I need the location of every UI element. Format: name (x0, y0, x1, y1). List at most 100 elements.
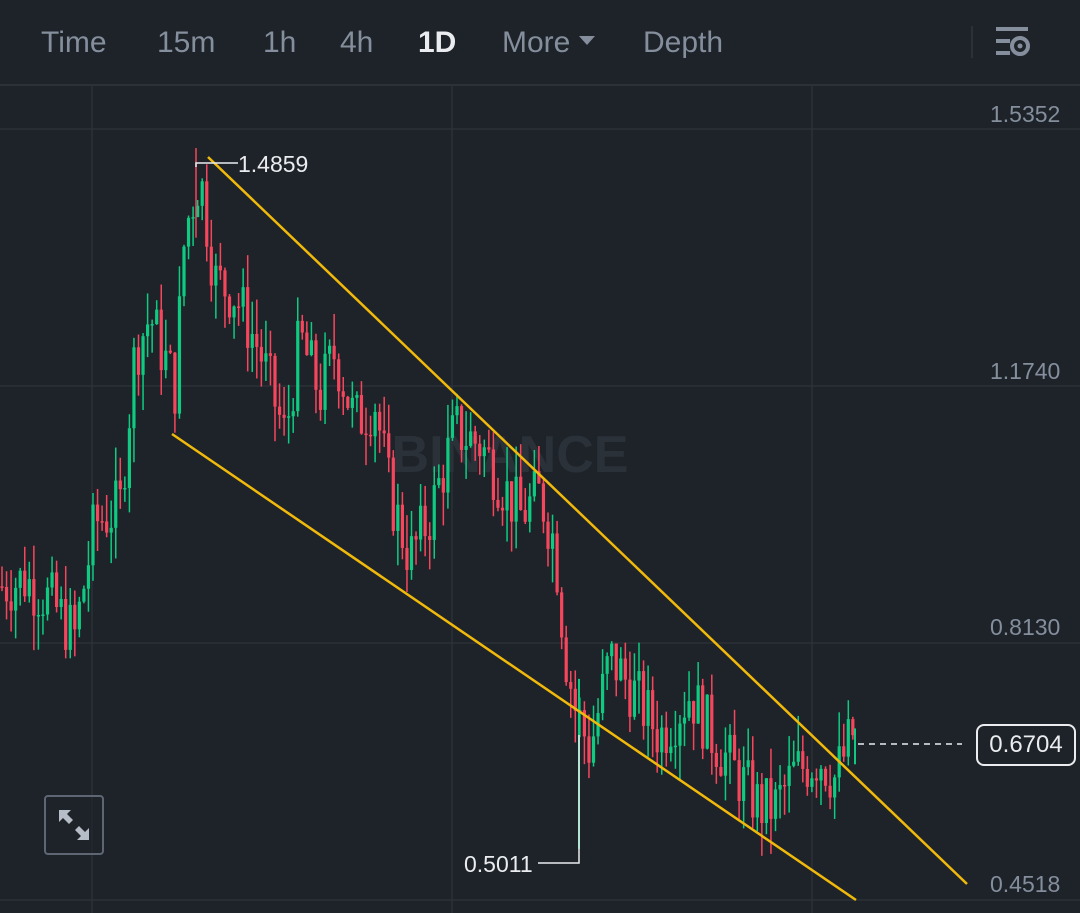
candle-body (823, 768, 828, 786)
chart-settings-icon[interactable] (994, 24, 1032, 62)
candle-body (227, 296, 232, 318)
candle-body (68, 604, 72, 650)
candle-body (473, 431, 477, 444)
candle-body (55, 572, 59, 608)
candle-body (673, 745, 677, 748)
candle-body (241, 287, 245, 307)
candle-body (660, 727, 664, 753)
candle-body (478, 443, 482, 457)
tab-more-label: More (502, 26, 571, 59)
candle-body (687, 701, 691, 718)
candle-body (805, 768, 809, 787)
candle-body (828, 785, 832, 798)
candle-body (268, 353, 273, 356)
tab-time[interactable]: Time (41, 26, 107, 59)
candle-body (82, 588, 86, 602)
candle-body (692, 701, 696, 724)
candle-body (50, 572, 54, 588)
candle-body (259, 346, 263, 362)
candle-body (64, 599, 68, 650)
candle-body (814, 778, 819, 781)
candle-body (550, 533, 555, 549)
candle-body (382, 430, 386, 434)
price-axis-label: 1.1740 (990, 358, 1061, 384)
candle-body (45, 587, 50, 615)
candle-body (491, 449, 495, 500)
price-axis-label: 0.8130 (990, 614, 1061, 640)
candle-body (523, 509, 527, 522)
candle-body (783, 784, 787, 787)
candle-body (246, 287, 250, 348)
tab-15m[interactable]: 15m (157, 26, 216, 59)
low-price-label: 0.5011 (464, 851, 533, 877)
candle-body (159, 309, 163, 371)
candle-body (628, 679, 632, 717)
candle-body (237, 306, 241, 308)
candle-body (273, 355, 277, 407)
candle-body (732, 734, 737, 761)
candle-body (250, 333, 254, 348)
candle-body (610, 643, 614, 657)
candle-body (678, 723, 682, 746)
candle-body (77, 601, 81, 630)
candle-body (209, 246, 213, 286)
candle-body (132, 347, 136, 429)
candle-body (719, 766, 723, 776)
candle-body (155, 309, 159, 325)
chart-canvas[interactable]: BINANCE (0, 86, 1080, 913)
candle-body (614, 643, 618, 681)
tab-depth[interactable]: Depth (643, 26, 724, 59)
candle-body (27, 579, 31, 597)
candle-body (432, 485, 436, 540)
candle-body (364, 433, 368, 436)
candle-body (168, 350, 172, 353)
candle-body (569, 682, 573, 689)
candle-body (150, 324, 154, 326)
tab-4h[interactable]: 4h (340, 26, 374, 59)
candle-body (682, 717, 687, 724)
candle-body (196, 205, 200, 218)
candle-body (641, 671, 646, 726)
candle-body (332, 345, 336, 360)
candle-body (400, 504, 404, 548)
candle-body (423, 505, 427, 537)
candle-body (18, 570, 22, 588)
candle-body (86, 565, 91, 589)
candle-body (601, 673, 605, 714)
candlestick-chart[interactable]: BINANCE (0, 86, 1080, 913)
candle-body (555, 533, 559, 593)
fullscreen-toggle[interactable] (44, 795, 104, 855)
candle-body (532, 471, 536, 497)
tab-more[interactable]: More (502, 24, 596, 62)
candle-body (223, 270, 227, 297)
high-price-label: 1.4859 (238, 151, 309, 177)
candle-body (182, 246, 186, 297)
candle-body (114, 480, 118, 528)
candle-body (323, 353, 327, 410)
candle-body (528, 496, 532, 522)
tab-1h[interactable]: 1h (263, 26, 297, 59)
candle-body (778, 784, 782, 790)
candle-body (368, 434, 373, 437)
candle-body (95, 504, 100, 522)
candle-body (455, 406, 459, 416)
candle-body (723, 752, 728, 776)
candle-body (482, 447, 486, 457)
candle-body (500, 507, 505, 511)
tab-1d[interactable]: 1D (418, 26, 457, 59)
candle-body (450, 415, 455, 438)
candle-body (737, 760, 741, 801)
candle-body (359, 395, 364, 434)
candle-body (305, 332, 309, 356)
candle-body (787, 765, 791, 786)
candle-body (91, 504, 95, 566)
candle-body (346, 396, 350, 408)
candle-body (760, 784, 764, 824)
candle-body (537, 471, 541, 484)
candle-body (632, 680, 637, 717)
upper-trendline (207, 156, 968, 885)
candle-body (141, 336, 145, 375)
candle-body (446, 437, 450, 493)
candle-body (637, 671, 641, 681)
candle-body (469, 431, 473, 446)
